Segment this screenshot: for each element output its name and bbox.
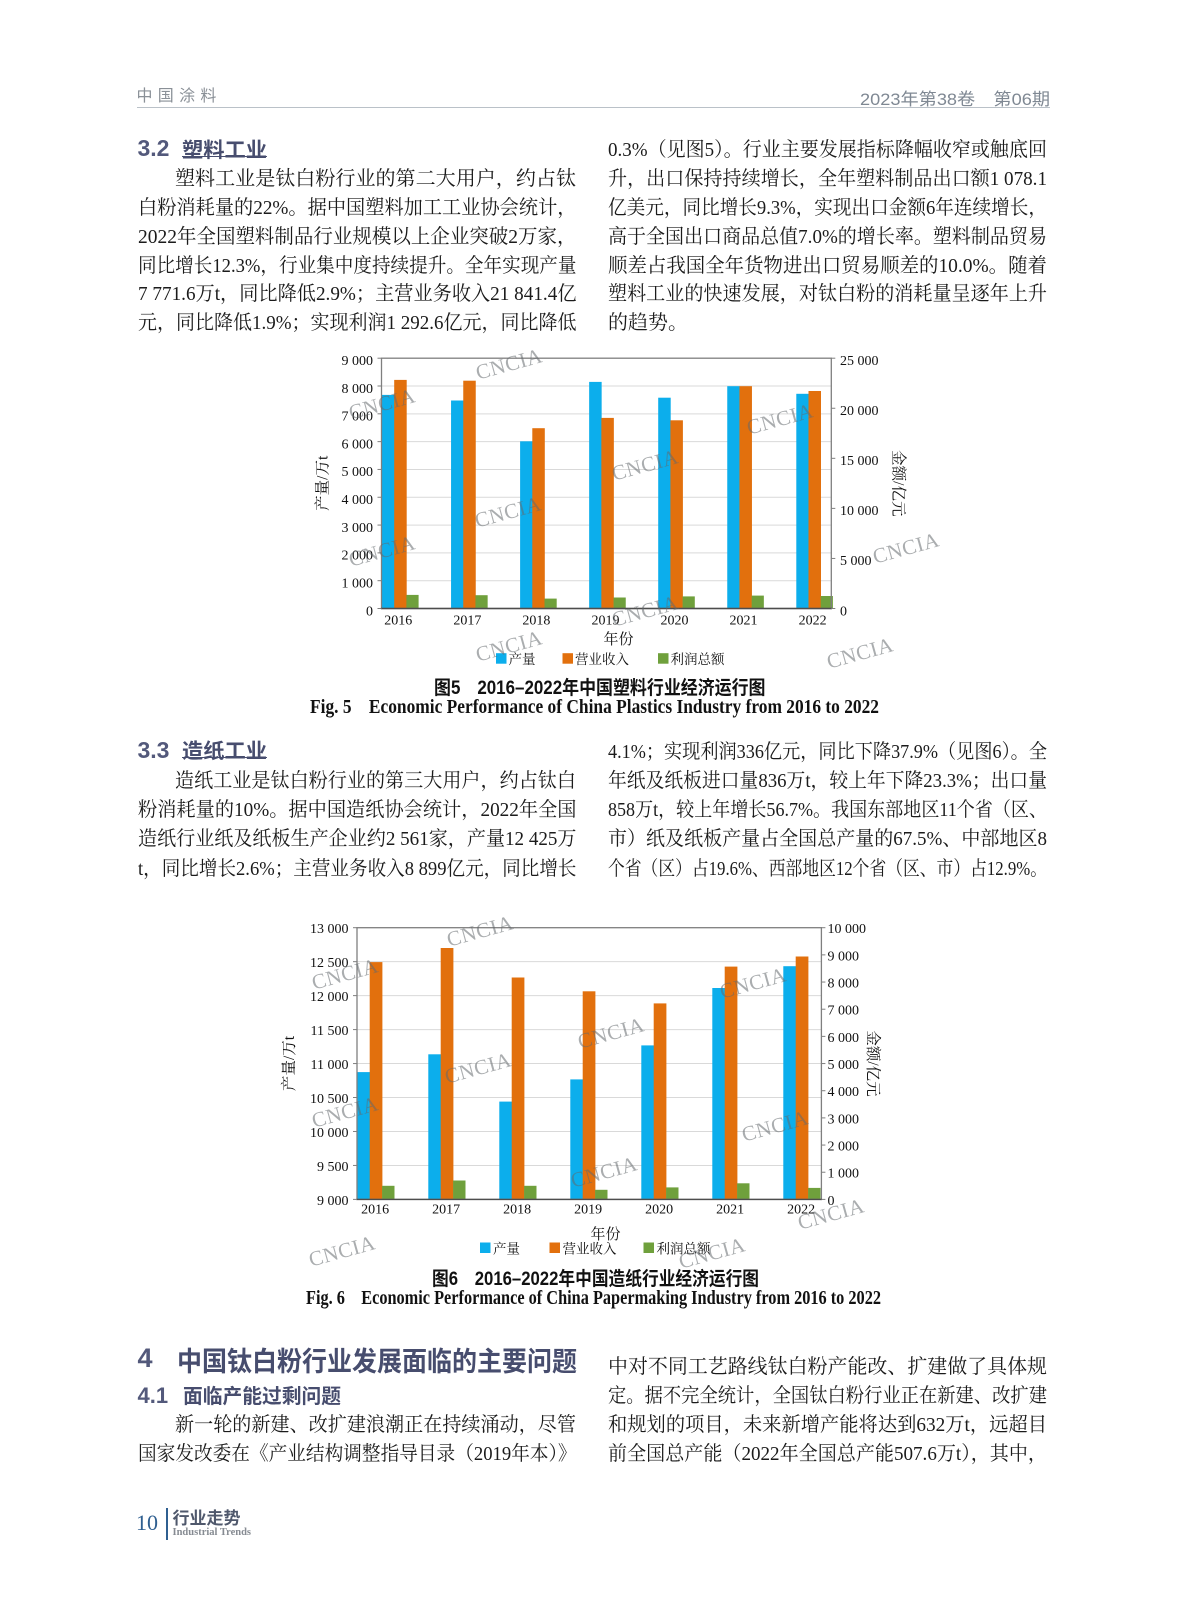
svg-text:金额/亿元: 金额/亿元 (864, 1030, 882, 1097)
svg-text:CNCIA: CNCIA (473, 343, 545, 384)
svg-text:13 000: 13 000 (310, 922, 349, 937)
svg-text:2017: 2017 (453, 614, 481, 629)
svg-text:金额/亿元: 金额/亿元 (889, 450, 907, 517)
svg-text:8 000: 8 000 (342, 382, 374, 397)
svg-text:营业收入: 营业收入 (563, 1241, 617, 1257)
svg-text:10 000: 10 000 (840, 504, 879, 519)
svg-text:9 000: 9 000 (342, 354, 374, 369)
svg-text:9 000: 9 000 (828, 949, 860, 964)
svg-text:2021: 2021 (730, 614, 758, 629)
svg-text:CNCIA: CNCIA (870, 527, 942, 568)
svg-text:CNCIA: CNCIA (306, 1230, 378, 1271)
svg-text:2018: 2018 (503, 1203, 531, 1218)
svg-text:4 000: 4 000 (828, 1085, 860, 1100)
svg-text:利润总额: 利润总额 (671, 651, 725, 667)
svg-text:5 000: 5 000 (840, 554, 872, 569)
svg-text:0: 0 (828, 1194, 835, 1209)
svg-text:年份: 年份 (603, 630, 633, 648)
svg-text:产量: 产量 (493, 1241, 520, 1257)
svg-text:年份: 年份 (590, 1225, 620, 1243)
svg-text:9 000: 9 000 (317, 1194, 349, 1209)
svg-text:11 000: 11 000 (311, 1058, 349, 1073)
svg-text:2018: 2018 (522, 614, 550, 629)
svg-text:5 000: 5 000 (828, 1058, 860, 1073)
svg-text:0: 0 (840, 604, 847, 619)
svg-text:6 000: 6 000 (342, 437, 374, 452)
svg-text:1 000: 1 000 (828, 1167, 860, 1182)
svg-text:2019: 2019 (574, 1203, 602, 1218)
svg-text:2 000: 2 000 (828, 1140, 860, 1155)
svg-text:25 000: 25 000 (840, 354, 879, 369)
svg-text:6 000: 6 000 (828, 1031, 860, 1046)
svg-text:2019: 2019 (591, 614, 619, 629)
svg-text:2016: 2016 (384, 614, 412, 629)
svg-text:5 000: 5 000 (342, 465, 374, 480)
svg-text:CNCIA: CNCIA (824, 632, 896, 673)
svg-text:2021: 2021 (716, 1203, 744, 1218)
svg-text:10 000: 10 000 (310, 1126, 349, 1141)
svg-text:2022: 2022 (799, 614, 827, 629)
svg-text:2016: 2016 (361, 1203, 389, 1218)
svg-text:12 500: 12 500 (310, 956, 349, 971)
svg-text:产量: 产量 (509, 651, 536, 667)
svg-text:产量/万t: 产量/万t (280, 1035, 298, 1091)
svg-text:8 000: 8 000 (828, 977, 860, 992)
svg-text:2017: 2017 (432, 1203, 460, 1218)
svg-text:2022: 2022 (787, 1203, 815, 1218)
svg-text:1 000: 1 000 (342, 576, 374, 591)
svg-text:12 000: 12 000 (310, 990, 349, 1005)
svg-text:7 000: 7 000 (342, 410, 374, 425)
svg-text:15 000: 15 000 (840, 454, 879, 469)
svg-text:营业收入: 营业收入 (575, 651, 629, 667)
svg-text:利润总额: 利润总额 (657, 1241, 711, 1257)
svg-text:11 500: 11 500 (311, 1024, 349, 1039)
svg-text:产量/万t: 产量/万t (314, 455, 332, 511)
svg-text:7 000: 7 000 (828, 1004, 860, 1019)
svg-text:2 000: 2 000 (342, 549, 374, 564)
svg-text:10 000: 10 000 (828, 922, 867, 937)
svg-text:9 500: 9 500 (317, 1160, 349, 1175)
svg-text:2020: 2020 (661, 614, 689, 629)
svg-text:CNCIA: CNCIA (444, 910, 516, 951)
svg-text:4 000: 4 000 (342, 493, 374, 508)
svg-text:3 000: 3 000 (342, 521, 374, 536)
svg-text:3 000: 3 000 (828, 1112, 860, 1127)
svg-text:10 500: 10 500 (310, 1092, 349, 1107)
svg-text:0: 0 (366, 604, 373, 619)
svg-text:20 000: 20 000 (840, 404, 879, 419)
svg-text:2020: 2020 (645, 1203, 673, 1218)
svg-text:CNCIA: CNCIA (676, 1232, 748, 1273)
